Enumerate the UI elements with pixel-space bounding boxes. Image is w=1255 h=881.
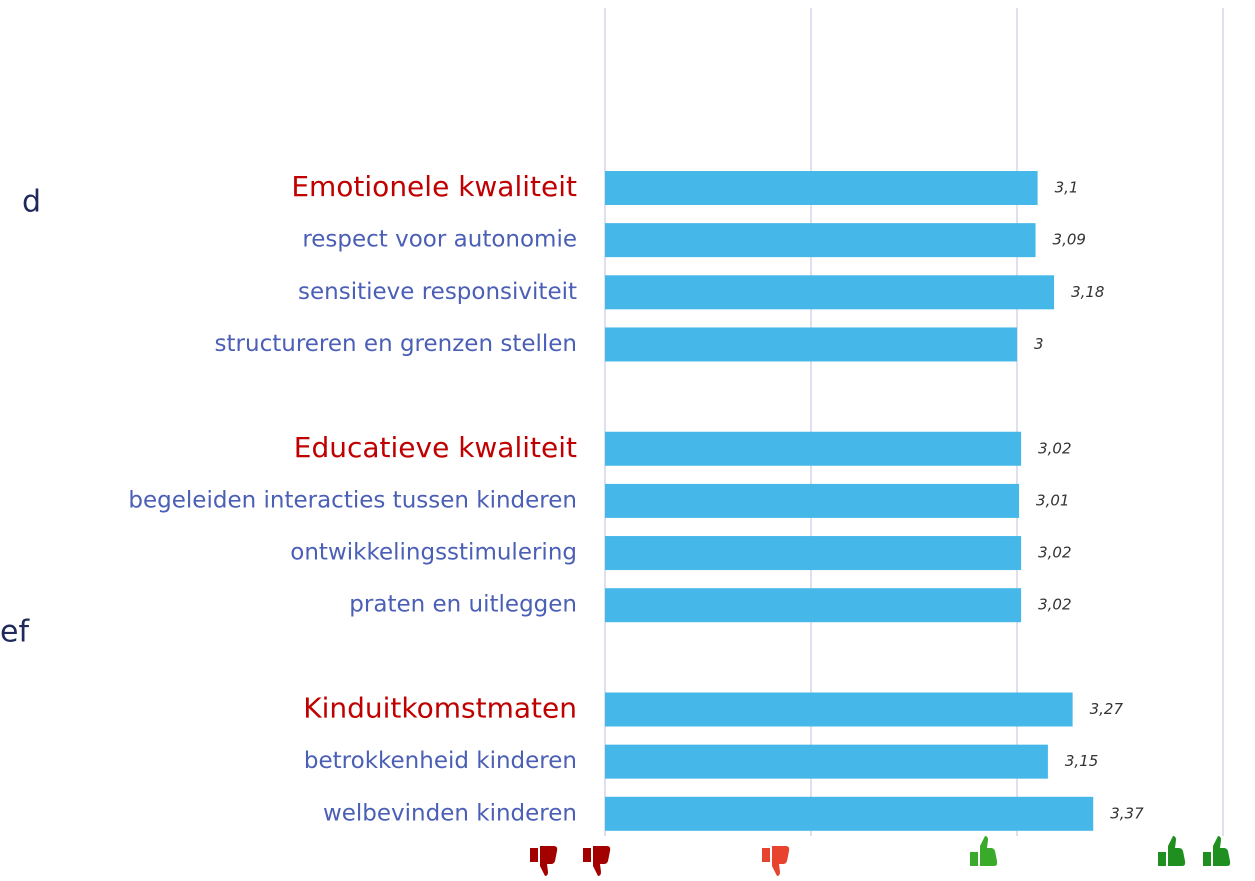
bar — [605, 327, 1017, 362]
value-label: 3,15 — [1065, 752, 1098, 770]
value-label: 3,18 — [1071, 283, 1104, 301]
category-label: sensitieve responsiviteit — [298, 279, 577, 305]
group-label: Emotionele kwaliteit — [291, 170, 577, 203]
thumbs-up — [970, 836, 998, 866]
value-label: 3,09 — [1053, 231, 1086, 249]
category-label: betrokkenheid kinderen — [304, 748, 577, 774]
bar — [605, 588, 1022, 623]
rating-icons — [530, 836, 1231, 876]
category-label: ontwikkelingsstimulering — [290, 540, 577, 566]
bar — [605, 431, 1022, 466]
category-label: begeleiden interacties tussen kinderen — [128, 487, 577, 513]
value-label: 3,1 — [1055, 179, 1079, 197]
value-label: 3,27 — [1090, 700, 1124, 718]
thumbs-down — [762, 846, 790, 876]
bar — [605, 275, 1055, 310]
thumbs-up-double — [1158, 836, 1231, 866]
group-label: Kinduitkomstmaten — [303, 692, 577, 725]
value-label: 3,02 — [1038, 439, 1071, 457]
clipped-text: ef — [0, 615, 30, 650]
value-label: 3,37 — [1110, 804, 1144, 822]
category-label: praten en uitleggen — [349, 592, 577, 618]
bar — [605, 223, 1036, 258]
group-label: Educatieve kwaliteit — [294, 431, 577, 464]
category-label: respect voor autonomie — [302, 227, 577, 253]
bar — [605, 171, 1038, 205]
value-label: 3,01 — [1036, 491, 1069, 509]
value-label: 3 — [1034, 335, 1044, 353]
bar — [605, 483, 1020, 518]
clipped-text: d — [22, 185, 41, 220]
thumbs-down-double — [530, 846, 611, 876]
bar — [605, 744, 1048, 779]
bar — [605, 536, 1022, 571]
bar — [605, 692, 1073, 727]
value-label: 3,02 — [1038, 544, 1071, 562]
category-label: structureren en grenzen stellen — [215, 331, 577, 357]
bar — [605, 796, 1094, 831]
value-label: 3,02 — [1038, 596, 1071, 614]
category-label: welbevinden kinderen — [323, 800, 577, 826]
